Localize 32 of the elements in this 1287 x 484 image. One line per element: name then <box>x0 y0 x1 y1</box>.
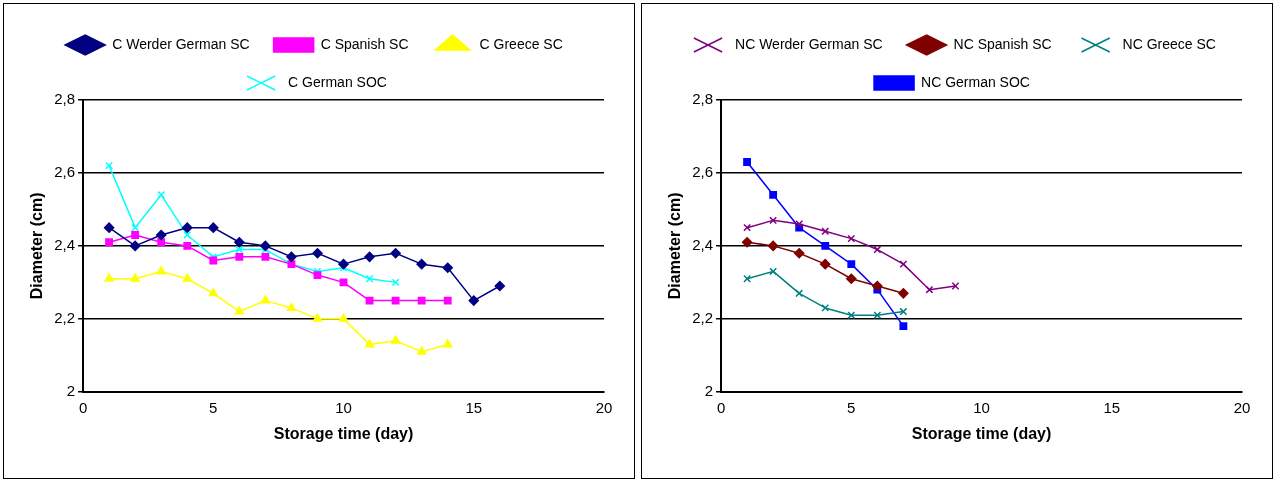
y-tick-label: 2 <box>704 381 714 399</box>
x-axis-title: Storage time (day) <box>911 424 1052 442</box>
x-tick-label: 15 <box>465 398 483 416</box>
y-tick-label: 2,8 <box>54 90 76 108</box>
y-tick-label: 2,4 <box>692 236 714 254</box>
legend-label: C Spanish SC <box>320 35 409 52</box>
y-axis-title: Diameter (cm) <box>666 192 684 300</box>
y-tick-label: 2,6 <box>692 163 714 181</box>
y-tick-label: 2,4 <box>54 236 76 254</box>
legend-label: NC German SOC <box>921 73 1030 90</box>
x-axis-title: Storage time (day) <box>273 424 414 442</box>
legend-label: NC Greece SC <box>1122 35 1216 52</box>
legend-label: NC Werder German SC <box>735 35 883 52</box>
x-tick-label: 20 <box>1233 398 1251 416</box>
x-tick-label: 15 <box>1103 398 1121 416</box>
y-tick-label: 2,8 <box>692 90 714 108</box>
legend-label: C Greece SC <box>479 35 563 52</box>
x-tick-label: 5 <box>209 398 218 416</box>
x-tick-label: 0 <box>78 398 88 416</box>
x-tick-label: 0 <box>716 398 726 416</box>
y-axis-title: Diameter (cm) <box>28 192 46 300</box>
x-tick-label: 10 <box>335 398 352 416</box>
y-tick-label: 2 <box>66 381 76 399</box>
x-tick-label: 10 <box>973 398 990 416</box>
legend-label: C German SOC <box>288 73 387 90</box>
x-tick-label: 20 <box>595 398 613 416</box>
y-tick-label: 2,2 <box>54 308 76 326</box>
legend-label: C Werder German SC <box>112 35 250 52</box>
legend-label: NC Spanish SC <box>953 35 1052 52</box>
x-tick-label: 5 <box>847 398 856 416</box>
y-tick-label: 2,2 <box>692 308 714 326</box>
y-tick-label: 2,6 <box>54 163 76 181</box>
